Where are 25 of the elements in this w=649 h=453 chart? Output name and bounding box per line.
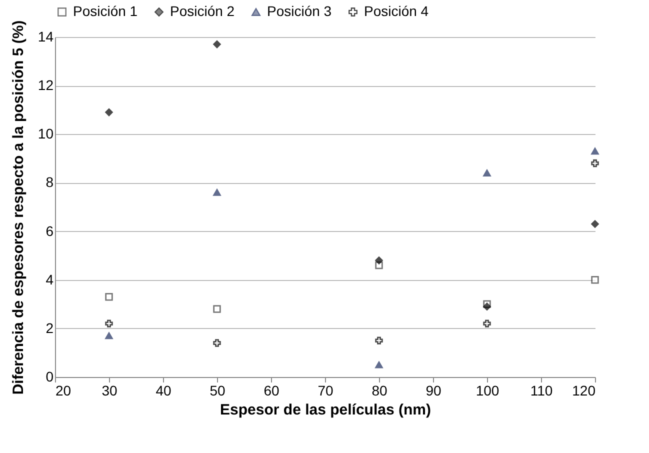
y-tick-label: 12	[38, 77, 54, 94]
y-tick-label: 14	[38, 28, 54, 44]
x-tick-label: 20	[56, 382, 72, 398]
x-tick-label: 70	[318, 382, 334, 398]
x-tick-label: 60	[264, 382, 280, 398]
legend-label: Posición 4	[364, 3, 429, 19]
y-tick-label: 10	[38, 126, 54, 142]
x-tick-label: 100	[476, 382, 500, 398]
x-tick-label: 120	[572, 382, 596, 398]
x-tick-label: 80	[372, 382, 388, 398]
x-tick-label: 50	[210, 382, 226, 398]
x-tick-label: 90	[426, 382, 442, 398]
legend-label: Posición 1	[73, 3, 138, 19]
y-tick-label: 0	[46, 368, 54, 384]
y-tick-label: 8	[46, 174, 54, 190]
legend-label: Posición 3	[267, 3, 332, 19]
y-axis-title: Diferencia de espesores respecto a la posición 5 (%)	[10, 20, 27, 395]
y-tick-label: 4	[46, 271, 54, 288]
x-tick-label: 110	[530, 382, 553, 398]
legend-label: Posición 2	[170, 3, 235, 19]
y-tick-label: 2	[46, 320, 54, 336]
x-tick-label: 30	[102, 382, 118, 398]
x-tick-label: 40	[156, 382, 172, 398]
x-axis-title: Espesor de las películas (nm)	[220, 402, 431, 418]
y-tick-label: 6	[46, 222, 54, 239]
